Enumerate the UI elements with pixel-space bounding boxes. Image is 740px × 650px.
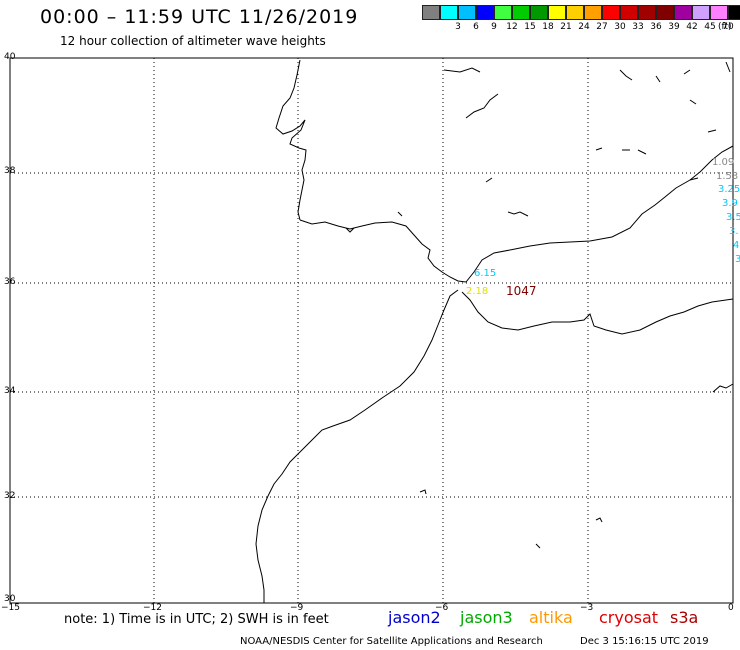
- wave-value: 6.15: [474, 268, 497, 279]
- island-11: [655, 75, 661, 83]
- north-africa-coast: [461, 291, 734, 335]
- legend-swatch: [620, 5, 638, 20]
- island-10: [619, 69, 633, 81]
- algeria-coast-right: [712, 383, 734, 393]
- wave-value: 3.9: [722, 198, 738, 209]
- wave-value: 2.18: [466, 286, 489, 297]
- satellite-altika: altika: [529, 608, 573, 627]
- legend-swatch: [512, 5, 530, 20]
- legend-swatch: [602, 5, 620, 20]
- legend-label: 21: [560, 22, 572, 32]
- island-8: [595, 517, 603, 523]
- graticule: [10, 58, 733, 603]
- island-12: [689, 99, 697, 105]
- island-13: [595, 147, 603, 151]
- wave-value: 3: [735, 254, 740, 265]
- legend-swatch-top: [728, 5, 740, 20]
- wave-height-legend: 3 6 9 12 15 18 21 24 27 30 33 36 39 42 45 70 (ft): [422, 5, 740, 35]
- wave-value: 3.5: [726, 212, 740, 223]
- morocco-coast: [255, 289, 459, 603]
- legend-label: 27: [596, 22, 608, 32]
- wave-value: 1.09: [712, 157, 735, 168]
- island-5: [397, 211, 403, 217]
- island-9: [535, 543, 541, 549]
- lat-tick-32: 32: [4, 491, 16, 501]
- satellite-jason2: jason2: [388, 608, 441, 627]
- lat-tick-40: 40: [4, 52, 16, 62]
- lon-tick-6: −6: [435, 603, 449, 613]
- map-subtitle: 12 hour collection of altimeter wave hei…: [60, 34, 326, 48]
- legend-label: 9: [491, 22, 497, 32]
- legend-swatch: [422, 5, 440, 20]
- legend-swatch: [530, 5, 548, 20]
- island-16: [689, 177, 699, 181]
- island-18: [683, 69, 691, 75]
- legend-swatch: [566, 5, 584, 20]
- lat-tick-36: 36: [4, 277, 16, 287]
- wave-value: 3.25: [718, 184, 740, 195]
- legend-label: 15: [524, 22, 536, 32]
- island-3: [507, 211, 529, 217]
- lon-tick-9: −9: [290, 603, 304, 613]
- legend-label: 33: [632, 22, 644, 32]
- legend-label: 3: [455, 22, 461, 32]
- wave-value: 1047: [506, 284, 537, 298]
- lat-tick-30: 30: [4, 594, 16, 604]
- legend-label: 24: [578, 22, 590, 32]
- island-19: [707, 129, 717, 133]
- legend-swatch: [548, 5, 566, 20]
- lat-tick-38: 38: [4, 166, 16, 176]
- wave-value: 1.53: [716, 171, 739, 182]
- island-17: [725, 61, 731, 73]
- legend-swatch: [692, 5, 710, 20]
- portugal-coast: [275, 59, 307, 221]
- legend-label: 45: [704, 22, 716, 32]
- island-15: [637, 149, 647, 155]
- legend-label: 12: [506, 22, 518, 32]
- map-title: 00:00 – 11:59 UTC 11/26/2019: [40, 6, 359, 28]
- footer-note: note: 1) Time is in UTC; 2) SWH is in fe…: [64, 612, 329, 627]
- legend-swatch: [476, 5, 494, 20]
- island-7: [419, 489, 427, 495]
- legend-label: 39: [668, 22, 680, 32]
- lat-tick-34: 34: [4, 386, 16, 396]
- legend-label: 30: [614, 22, 626, 32]
- legend-label: 36: [650, 22, 662, 32]
- generated-timestamp: Dec 3 15:16:15 UTC 2019: [580, 636, 709, 647]
- legend-swatch: [440, 5, 458, 20]
- satellite-jason3: jason3: [460, 608, 513, 627]
- island-6: [345, 227, 355, 233]
- legend-label: 18: [542, 22, 554, 32]
- island-1: [443, 67, 481, 73]
- lon-tick-12: −12: [143, 603, 162, 613]
- satellite-s3a: s3a: [670, 608, 699, 627]
- legend-swatch: [638, 5, 656, 20]
- legend-swatch: [674, 5, 692, 20]
- island-4: [485, 177, 493, 183]
- island-2: [465, 93, 499, 119]
- credit-line: NOAA/NESDIS Center for Satellite Applica…: [240, 636, 543, 647]
- map-frame: [9, 57, 734, 604]
- lon-tick-15: −15: [1, 603, 20, 613]
- legend-swatch: [710, 5, 728, 20]
- lon-tick-3: −3: [580, 603, 594, 613]
- coastline: [255, 59, 734, 603]
- satellite-cryosat: cryosat: [599, 608, 659, 627]
- legend-label: 6: [473, 22, 479, 32]
- wave-value: 4: [733, 240, 740, 251]
- legend-swatch: [494, 5, 512, 20]
- legend-label: 42: [686, 22, 698, 32]
- wave-value: 3.: [729, 226, 739, 237]
- legend-swatch: [458, 5, 476, 20]
- legend-label: 70: [722, 22, 734, 32]
- legend-swatch: [584, 5, 602, 20]
- legend-swatch: [656, 5, 674, 20]
- lon-tick-0: 0: [728, 603, 734, 613]
- spain-south-coast: [299, 145, 734, 283]
- legend-unit: (ft): [718, 22, 732, 32]
